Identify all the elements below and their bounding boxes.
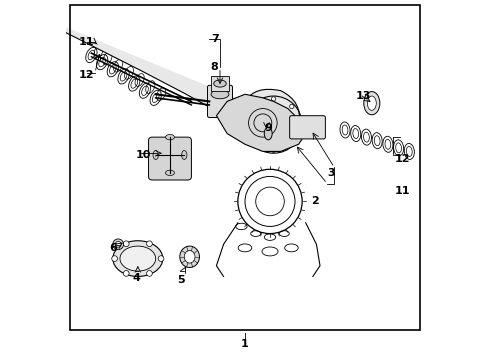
Circle shape bbox=[158, 256, 164, 261]
Circle shape bbox=[253, 104, 258, 109]
Ellipse shape bbox=[166, 134, 174, 140]
Text: 3: 3 bbox=[327, 168, 335, 178]
Text: 1: 1 bbox=[241, 339, 249, 349]
Text: 11: 11 bbox=[78, 37, 94, 48]
Text: 9: 9 bbox=[264, 123, 272, 133]
Circle shape bbox=[123, 271, 129, 276]
Circle shape bbox=[271, 148, 276, 153]
Circle shape bbox=[253, 141, 258, 145]
Circle shape bbox=[113, 239, 123, 249]
FancyBboxPatch shape bbox=[207, 85, 232, 117]
FancyBboxPatch shape bbox=[290, 116, 325, 139]
Circle shape bbox=[112, 256, 118, 261]
Ellipse shape bbox=[153, 150, 158, 159]
Ellipse shape bbox=[184, 251, 195, 263]
Text: 10: 10 bbox=[136, 150, 151, 160]
Text: 13: 13 bbox=[355, 91, 370, 101]
Text: 2: 2 bbox=[311, 197, 319, 206]
Circle shape bbox=[290, 141, 294, 145]
Text: 12: 12 bbox=[394, 154, 410, 163]
Circle shape bbox=[123, 241, 129, 247]
Ellipse shape bbox=[364, 91, 380, 115]
Text: 11: 11 bbox=[394, 186, 410, 196]
Ellipse shape bbox=[113, 241, 163, 276]
Ellipse shape bbox=[214, 80, 226, 87]
Text: 7: 7 bbox=[211, 34, 219, 44]
Ellipse shape bbox=[211, 90, 229, 99]
Ellipse shape bbox=[264, 127, 272, 140]
Ellipse shape bbox=[180, 246, 199, 267]
Polygon shape bbox=[217, 94, 306, 152]
Text: 6: 6 bbox=[109, 243, 117, 253]
Ellipse shape bbox=[166, 170, 174, 176]
Circle shape bbox=[271, 97, 276, 101]
Bar bbox=[211, 76, 229, 91]
Ellipse shape bbox=[182, 150, 187, 159]
PathPatch shape bbox=[0, 89, 299, 360]
Text: 8: 8 bbox=[211, 63, 219, 72]
FancyBboxPatch shape bbox=[148, 137, 192, 180]
Ellipse shape bbox=[368, 96, 376, 111]
Circle shape bbox=[290, 104, 294, 109]
Circle shape bbox=[147, 241, 152, 247]
Text: 5: 5 bbox=[177, 275, 185, 285]
Circle shape bbox=[147, 271, 152, 276]
Circle shape bbox=[297, 122, 301, 127]
Text: 12: 12 bbox=[78, 69, 94, 80]
Text: 4: 4 bbox=[132, 273, 140, 283]
Circle shape bbox=[115, 242, 121, 247]
Ellipse shape bbox=[120, 246, 156, 271]
Circle shape bbox=[245, 122, 250, 127]
